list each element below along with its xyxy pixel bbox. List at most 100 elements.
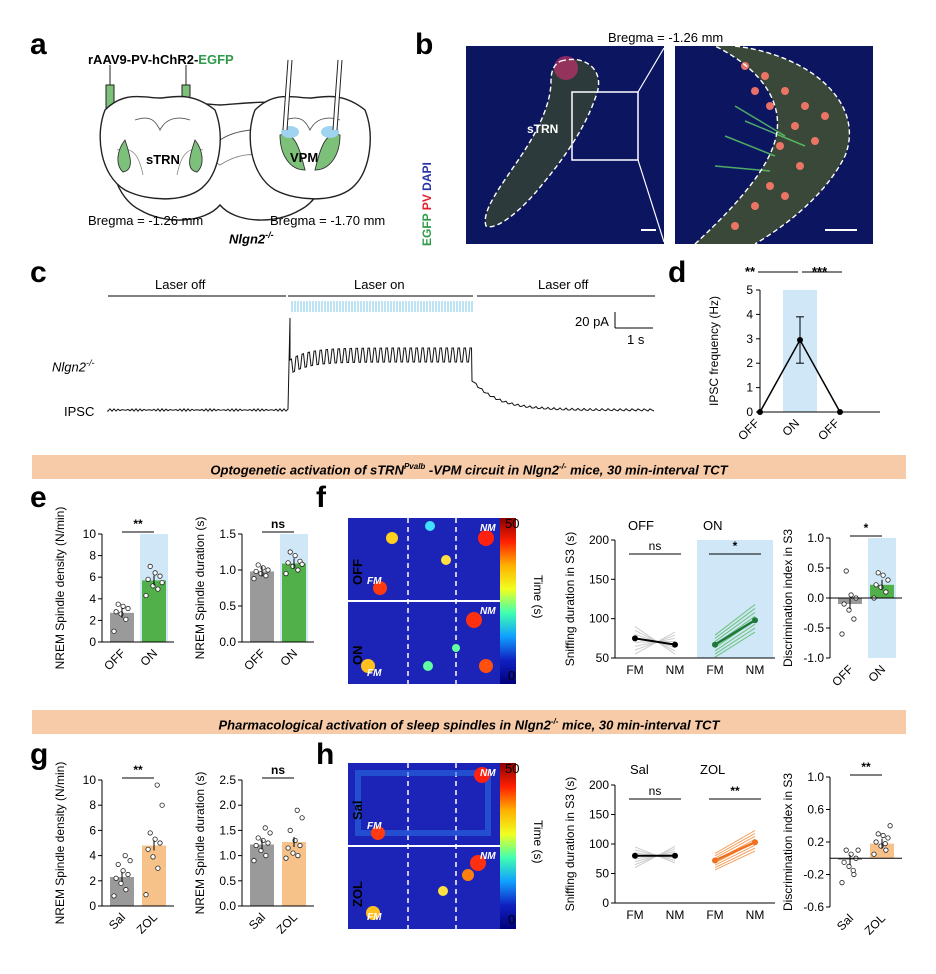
y-tick-label: 0.6 — [807, 803, 824, 817]
data-point — [115, 601, 121, 607]
colorbar-h-max: 50 — [505, 761, 520, 776]
brain-slice-right — [249, 95, 371, 200]
x-tick-label: FM — [626, 908, 643, 922]
y-tick-label: 1.5 — [219, 823, 236, 837]
x-tick-label: ON — [779, 416, 802, 439]
x-tick-label: OFF — [241, 646, 268, 673]
group-h-sal: Sal — [630, 762, 649, 777]
data-point — [263, 853, 269, 859]
data-point — [145, 846, 151, 852]
banner-pharmacological: Pharmacological activation of sleep spin… — [32, 710, 906, 734]
y-tick-label: 50 — [596, 651, 610, 665]
data-point — [846, 863, 852, 869]
heat-label-off: OFF — [350, 559, 365, 585]
individual-line — [714, 835, 756, 859]
data-point — [258, 570, 264, 577]
panel-label-e: e — [30, 481, 47, 514]
banner-optogenetic: Optogenetic activation of sTRNPvalb -VPM… — [32, 455, 906, 479]
panel-label-h: h — [316, 738, 335, 771]
data-point — [839, 880, 845, 886]
data-point — [843, 568, 849, 574]
y-tick-label: 4 — [89, 592, 96, 606]
sig-label: ns — [271, 517, 285, 531]
individual-line — [714, 829, 756, 854]
x-tick-label: NM — [746, 908, 765, 922]
bar — [250, 844, 274, 906]
x-tick-label: NM — [666, 663, 685, 677]
x-tick-label: FM — [706, 663, 723, 677]
data-point — [120, 868, 126, 874]
sig-d-1: ** — [745, 264, 756, 279]
y-tick-label: 0.0 — [219, 899, 236, 913]
data-point — [118, 611, 124, 617]
y-tick-label: 10 — [83, 773, 97, 787]
data-point — [118, 880, 124, 886]
colorbar-f-min: 0 — [508, 668, 516, 683]
genotype-label-c: Nlgn2-/- — [52, 358, 95, 375]
x-tick-label: ZOL — [862, 911, 889, 938]
individual-line — [714, 847, 756, 869]
data-point — [152, 836, 158, 842]
data-point — [155, 586, 161, 592]
y-tick-label: 0.5 — [219, 599, 236, 613]
x-tick-label: NM — [666, 908, 685, 922]
data-point — [251, 576, 257, 582]
data-point — [878, 843, 884, 849]
data-point — [875, 570, 881, 576]
data-point — [113, 875, 119, 881]
panel-label-a: a — [30, 28, 47, 61]
data-point — [841, 859, 847, 865]
individual-line — [714, 604, 756, 636]
sig-label: ns — [649, 539, 662, 553]
sig-label: ** — [133, 763, 143, 777]
panel-label-d: d — [668, 256, 687, 289]
data-point — [632, 852, 638, 859]
data-point — [873, 582, 879, 588]
individual-line — [714, 608, 756, 639]
data-point — [851, 616, 857, 622]
data-point — [143, 892, 149, 898]
virus-label: rAAV9-PV-hChR2-EGFP — [88, 52, 234, 67]
panel-label-f: f — [316, 481, 326, 514]
laser-off-2-label: Laser off — [538, 277, 589, 292]
data-point — [873, 839, 879, 845]
data-point — [632, 635, 638, 642]
chart-g-duration: Sal ZOL 0.0 0.5 1.0 1.5 2.0 2.5 ns NREM Spindle d… — [193, 763, 314, 937]
fm-label-h2: FM — [367, 912, 382, 923]
sig-label: * — [864, 521, 869, 535]
y-tick-label: 0 — [602, 896, 609, 910]
data-point — [255, 562, 261, 568]
x-tick-label: OFF — [101, 646, 128, 673]
y-tick-label: 0 — [89, 899, 96, 913]
genotype-label-a: Nlgn2-/- — [229, 230, 274, 247]
data-point — [846, 607, 852, 613]
x-tick-label: Sal — [106, 910, 128, 932]
y-tick-label: 0.2 — [807, 835, 824, 849]
y-tick-label: 200 — [589, 778, 609, 792]
individual-line — [714, 627, 756, 655]
colorbar-h-min: 0 — [508, 912, 516, 927]
group-f-on: ON — [703, 518, 723, 533]
data-point — [150, 583, 156, 589]
data-point — [851, 871, 857, 878]
data-point — [159, 802, 165, 808]
data-point — [752, 617, 758, 624]
group-h-zol: ZOL — [700, 762, 726, 777]
y-tick-label: 2.0 — [219, 798, 236, 812]
data-point — [672, 852, 678, 859]
heat-label-zol: ZOL — [350, 881, 365, 907]
data-point — [145, 576, 151, 582]
y-tick-label: 100 — [589, 837, 609, 851]
individual-line — [714, 611, 756, 642]
data-point — [285, 560, 291, 566]
data-point — [757, 409, 763, 415]
data-point — [154, 782, 160, 788]
y-tick-label: 0.5 — [219, 874, 236, 888]
x-tick-label: Sal — [834, 911, 856, 933]
individual-line — [714, 631, 756, 658]
stain-legend: EGFP PV DAPI — [420, 162, 434, 246]
individual-line — [714, 623, 756, 652]
y-tick-label: 150 — [589, 572, 609, 586]
y-axis-label: Sniffing duration in S3 (s) — [563, 532, 577, 667]
y-tick-label: 4 — [89, 849, 96, 863]
